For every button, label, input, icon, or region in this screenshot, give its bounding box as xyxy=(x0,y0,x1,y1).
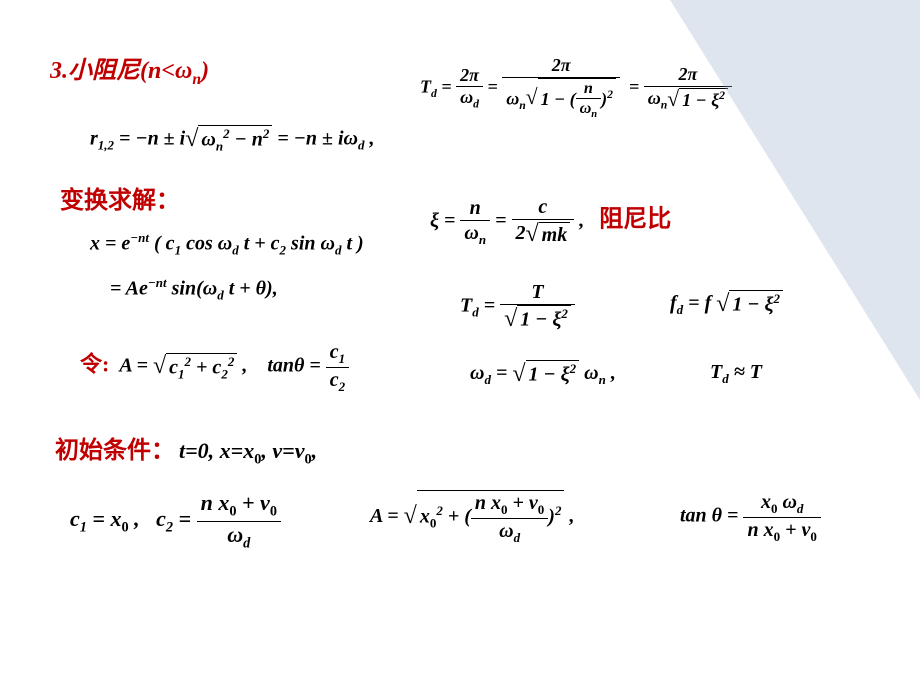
label-let: 令: xyxy=(80,352,109,377)
label-transform: 变换求解： xyxy=(60,180,180,215)
eq-roots: r1,2 = −n ± iωn2 − n2 = −n ± iωd , xyxy=(90,125,374,155)
ic-values: t=0, x=x0, v=v0, xyxy=(179,438,317,463)
eq-A-full: A = x02 + (n x0 + v0ωd)2 , xyxy=(370,490,574,545)
section-title: 3.小阻尼(n<ωn) xyxy=(50,50,209,89)
title-number: 3. xyxy=(50,58,68,84)
eq-let-A: 令: A = c12 + c22 , tanθ = c1c2 xyxy=(80,340,349,394)
eq-td-t: Td = T1 − ξ2 xyxy=(460,280,575,334)
eq-xi: ξ = nωn = c2mk , 阻尼比 xyxy=(430,195,671,249)
eq-omegad: ωd = 1 − ξ2 ωn , xyxy=(470,360,616,389)
eq-xt: x = e−nt ( c1 cos ωd t + c2 sin ωd t ) xyxy=(90,230,364,258)
eq-c1c2: c1 = x0 , c2 = n x0 + v0ωd xyxy=(70,490,281,552)
label-initial-cond: 初始条件： t=0, x=x0, v=v0, xyxy=(55,430,317,469)
corner-triangle-overlay xyxy=(670,0,920,400)
ic-label: 初始条件： xyxy=(55,438,175,464)
title-condition: (n<ωn) xyxy=(140,58,209,84)
eq-tan-full: tan θ = x0 ωdn x0 + v0 xyxy=(680,490,821,544)
label-damping-ratio: 阻尼比 xyxy=(599,207,671,233)
title-text: 小阻尼 xyxy=(68,58,140,84)
eq-xA: = Ae−nt sin(ωd t + θ), xyxy=(110,275,278,303)
